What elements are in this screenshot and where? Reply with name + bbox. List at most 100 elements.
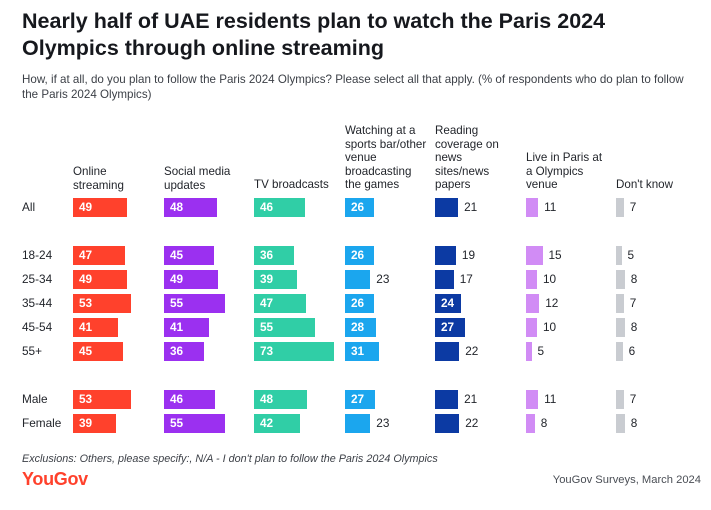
bar [345, 294, 374, 313]
bar [164, 318, 210, 337]
bar [616, 294, 624, 313]
bar [435, 294, 462, 313]
bar-value-label: 55 [170, 416, 184, 430]
bar [435, 342, 460, 361]
bar [73, 318, 119, 337]
bar [616, 342, 623, 361]
bar [345, 198, 374, 217]
bar-value-label: 47 [260, 296, 274, 310]
bar [345, 318, 376, 337]
bar-value-label: 8 [630, 320, 638, 334]
bar [164, 342, 204, 361]
bar-value-label: 49 [79, 272, 93, 286]
bar [435, 318, 465, 337]
bar-value-label: 73 [260, 344, 274, 358]
bar [435, 414, 460, 433]
bar [435, 198, 459, 217]
bar-value-label: 23 [376, 272, 390, 286]
bar-value-label: 27 [351, 392, 365, 406]
bar-value-label: 8 [630, 416, 638, 430]
bar-value-label: 53 [79, 296, 93, 310]
bar [526, 294, 540, 313]
bar [526, 198, 539, 217]
row-label: 18-24 [22, 248, 53, 262]
column-header: Don't know [616, 178, 673, 191]
bar-value-label: 46 [260, 200, 274, 214]
bar [616, 318, 625, 337]
bar-value-label: 41 [170, 320, 184, 334]
chart-subtitle: How, if at all, do you plan to follow th… [22, 73, 684, 101]
bar-value-label: 15 [548, 248, 562, 262]
bar [526, 318, 537, 337]
bar [345, 246, 374, 265]
bar-value-label: 47 [79, 248, 93, 262]
bar [254, 270, 297, 289]
bar-value-label: 26 [351, 200, 365, 214]
bar [526, 414, 535, 433]
bar [435, 390, 459, 409]
bar [616, 246, 622, 265]
bar [73, 294, 132, 313]
bar [435, 270, 454, 289]
bar [616, 390, 624, 409]
row-label: 45-54 [22, 320, 53, 334]
bar-value-label: 8 [630, 272, 638, 286]
column-header: Live in Paris at a Olympics venue [526, 151, 603, 191]
bar [164, 294, 225, 313]
bar-value-label: 24 [441, 296, 455, 310]
bar [73, 246, 125, 265]
bar-value-label: 49 [170, 272, 184, 286]
column-header: Social media updates [164, 165, 231, 192]
bar-value-label: 39 [79, 416, 93, 430]
bar [73, 198, 127, 217]
bar-value-label: 55 [170, 296, 184, 310]
bar [254, 390, 307, 409]
bar-value-label: 42 [260, 416, 274, 430]
bar-value-label: 28 [351, 320, 365, 334]
bar-value-label: 10 [543, 272, 557, 286]
bar-value-label: 45 [79, 344, 93, 358]
row-label: 35-44 [22, 296, 53, 310]
bar [526, 270, 537, 289]
bar [164, 414, 225, 433]
row-label: 55+ [22, 344, 43, 358]
bar [73, 270, 127, 289]
bar [164, 270, 218, 289]
bar-value-label: 26 [351, 296, 365, 310]
bar-value-label: 46 [170, 392, 184, 406]
bar [345, 414, 371, 433]
bar [616, 198, 624, 217]
row-label: All [22, 200, 36, 214]
bar-value-label: 7 [629, 392, 637, 406]
bar [164, 198, 217, 217]
exclusions-note: Exclusions: Others, please specify:, N/A… [22, 453, 438, 465]
bar [616, 270, 625, 289]
bar [345, 390, 375, 409]
bar-value-label: 21 [464, 200, 478, 214]
bar-value-label: 36 [260, 248, 274, 262]
bar [164, 390, 215, 409]
bar-value-label: 48 [170, 200, 184, 214]
bar-value-label: 31 [351, 344, 365, 358]
bar-value-label: 8 [540, 416, 548, 430]
bar [254, 198, 305, 217]
bar-value-label: 26 [351, 248, 365, 262]
source-note: YouGov Surveys, March 2024 [552, 474, 701, 486]
bar [254, 318, 315, 337]
bar [616, 414, 625, 433]
row-label: 25-34 [22, 272, 53, 286]
column-header: TV broadcasts [254, 178, 329, 191]
bar-value-label: 45 [170, 248, 184, 262]
bar [73, 414, 116, 433]
bar-value-label: 41 [79, 320, 93, 334]
bar [254, 246, 294, 265]
bar [526, 390, 539, 409]
bar [526, 246, 543, 265]
bar-value-label: 17 [459, 272, 473, 286]
bar-value-label: 7 [629, 200, 637, 214]
yougov-logo: YouGov [22, 469, 88, 489]
bar-value-label: 5 [627, 248, 635, 262]
bar-value-label: 22 [465, 344, 479, 358]
bar [345, 270, 371, 289]
bar-value-label: 23 [376, 416, 390, 430]
